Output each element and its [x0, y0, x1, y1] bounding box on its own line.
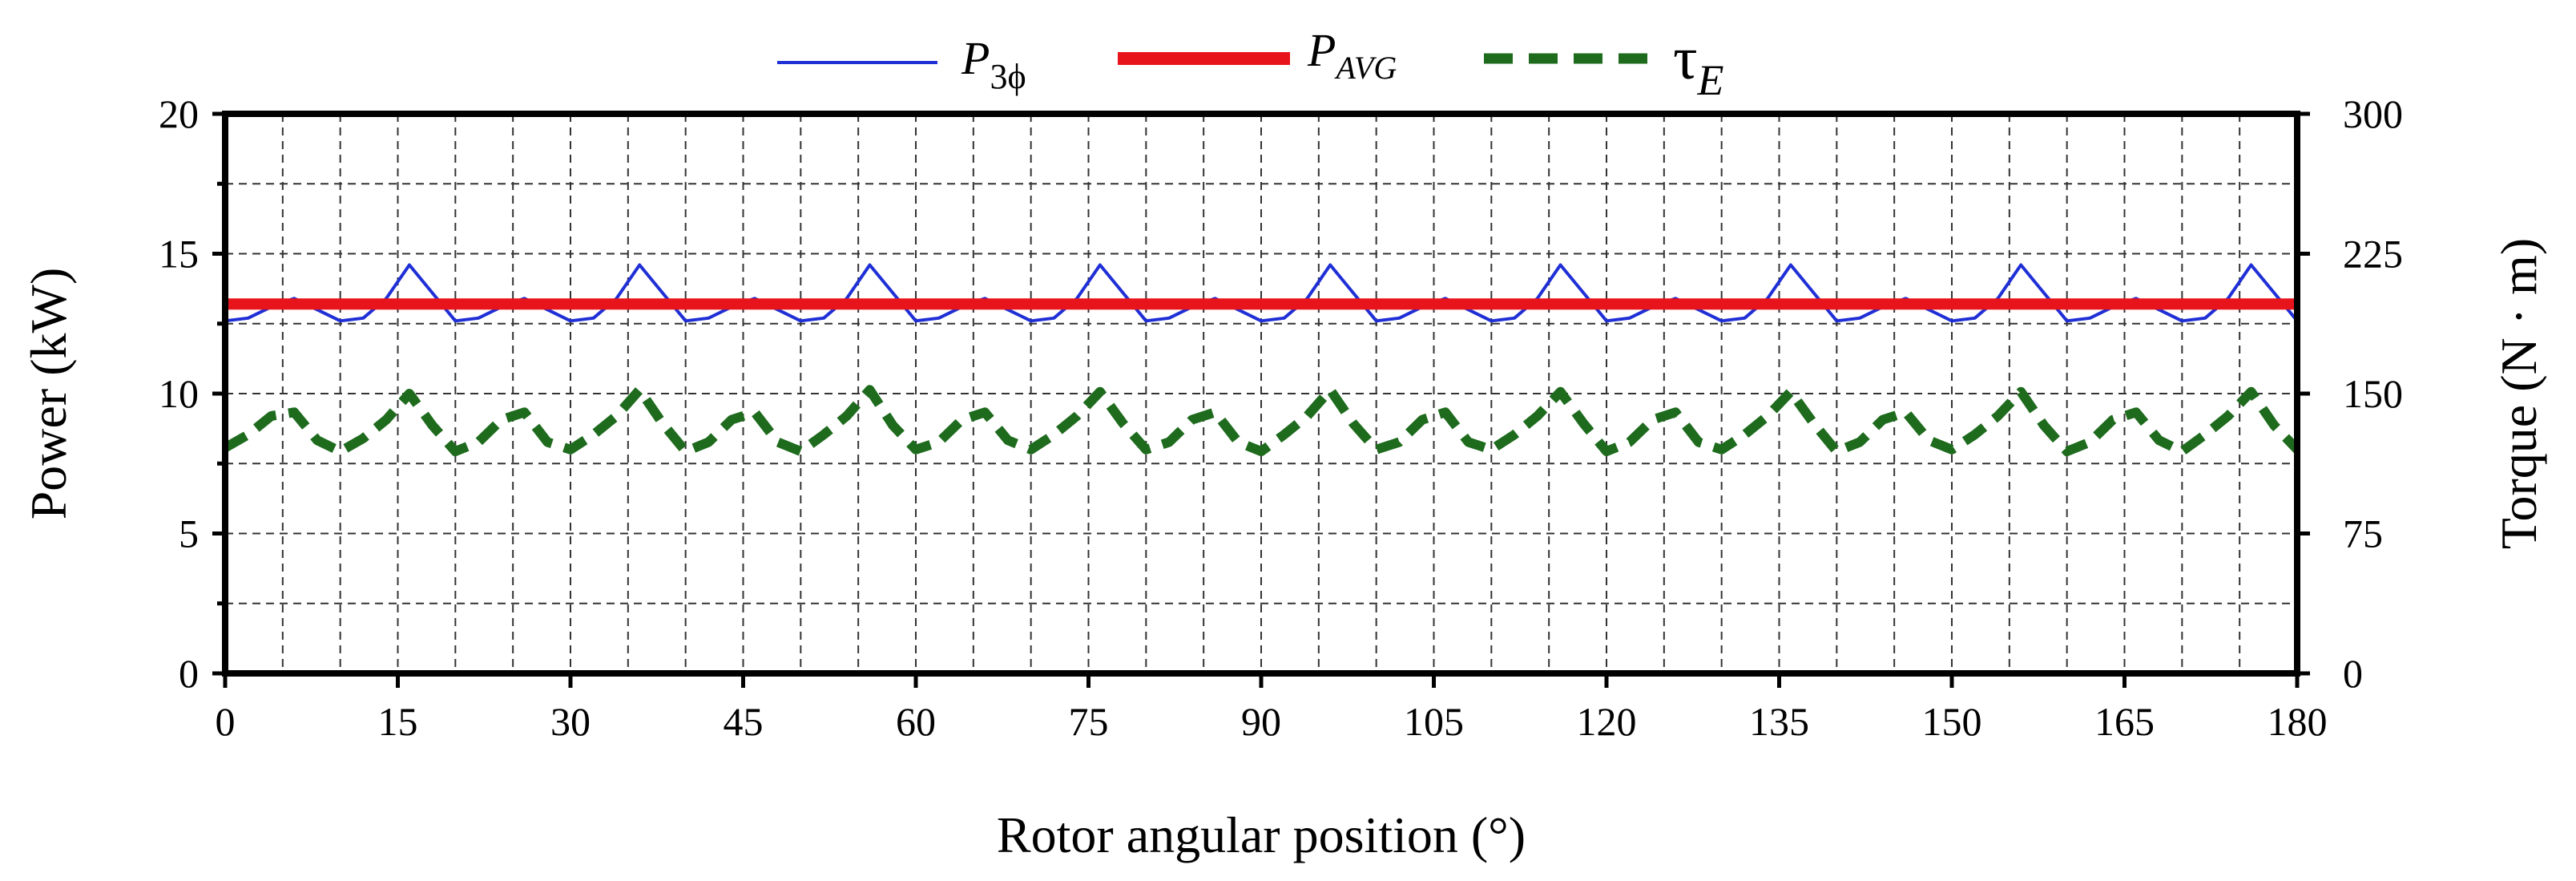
y-axis-title-right: Torque (N · m) [2490, 238, 2547, 549]
y-tick-label-left: 5 [179, 511, 199, 556]
legend-label-tau: τE [1673, 25, 1724, 104]
x-tick-label: 180 [2268, 699, 2328, 744]
x-tick-label: 75 [1069, 699, 1109, 744]
tick-marks [212, 111, 2310, 688]
y-tick-label-left: 0 [179, 651, 199, 696]
legend-p3phi-sub: 3ϕ [990, 57, 1026, 96]
y-tick-label-left: 10 [159, 371, 199, 416]
legend-p3phi-main: P [961, 32, 990, 84]
x-tick-label: 105 [1404, 699, 1464, 744]
y-tick-label-right: 0 [2343, 651, 2363, 696]
y-tick-label-right: 75 [2343, 511, 2383, 556]
x-tick-label: 0 [216, 699, 236, 744]
legend-tau-main: τ [1673, 25, 1698, 92]
x-tick-label: 120 [1577, 699, 1637, 744]
series-line-p3phi [224, 263, 2299, 323]
series-line-tau [223, 385, 2301, 457]
legend-pavg-sub: AVG [1333, 50, 1397, 86]
x-tick-label: 45 [724, 699, 764, 744]
x-tick-label: 30 [550, 699, 591, 744]
x-axis-title: Rotor angular position (°) [997, 806, 1526, 863]
series-group [223, 263, 2301, 457]
y-tick-label-left: 15 [159, 232, 199, 277]
y-tick-label-right: 300 [2343, 91, 2403, 136]
legend-label-pavg: PAVG [1307, 24, 1397, 86]
tick-labels: 0 15 30 45 60 75 90 105 120 135 150 165 180 0 5 10 15 20 0… [159, 91, 2403, 744]
y-axis-title-left: Power (kW) [20, 268, 77, 520]
legend-pavg-main: P [1307, 24, 1336, 76]
x-tick-label: 150 [1922, 699, 1982, 744]
y-tick-label-left: 20 [159, 91, 199, 136]
x-tick-label: 165 [2094, 699, 2155, 744]
x-tick-label: 90 [1241, 699, 1281, 744]
y-tick-label-right: 225 [2343, 232, 2403, 277]
x-tick-label: 135 [1749, 699, 1809, 744]
legend-label-p3phi: P3ϕ [961, 32, 1026, 96]
legend-tau-sub: E [1697, 56, 1724, 104]
y-tick-label-right: 150 [2343, 371, 2403, 416]
grid [225, 114, 2297, 673]
legend: P3ϕ PAVG τE [777, 24, 1724, 104]
x-tick-label: 15 [378, 699, 418, 744]
x-tick-label: 60 [896, 699, 936, 744]
